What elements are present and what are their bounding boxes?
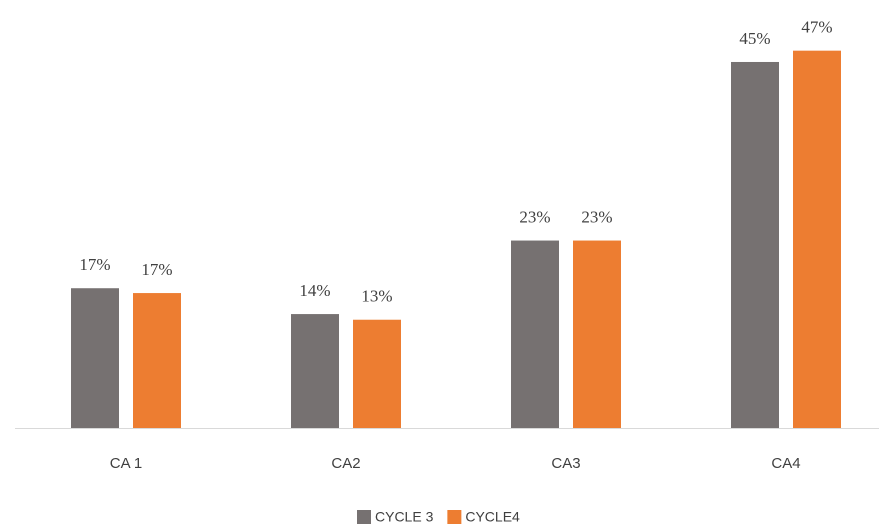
x-tick-label: CA4: [771, 455, 800, 472]
legend-swatch: [357, 510, 371, 524]
data-label: 17%: [141, 260, 172, 279]
bar: [511, 240, 559, 428]
x-tick-label: CA3: [551, 455, 580, 472]
x-tick-label: CA 1: [110, 455, 143, 472]
data-label: 23%: [581, 207, 612, 226]
bar: [793, 50, 841, 428]
data-label: 45%: [739, 29, 770, 48]
bar: [291, 314, 339, 428]
legend-label: CYCLE4: [465, 509, 520, 525]
bar: [731, 61, 779, 428]
bar: [573, 240, 621, 428]
bar: [353, 319, 401, 428]
bar: [71, 288, 119, 428]
data-label: 47%: [801, 18, 832, 37]
data-label: 23%: [519, 207, 550, 226]
legend-label: CYCLE 3: [375, 509, 434, 525]
bar: [133, 293, 181, 428]
legend-swatch: [447, 510, 462, 524]
data-label: 14%: [299, 281, 330, 300]
x-tick-label: CA2: [331, 455, 360, 472]
data-label: 17%: [79, 255, 110, 274]
data-label: 13%: [361, 287, 392, 306]
